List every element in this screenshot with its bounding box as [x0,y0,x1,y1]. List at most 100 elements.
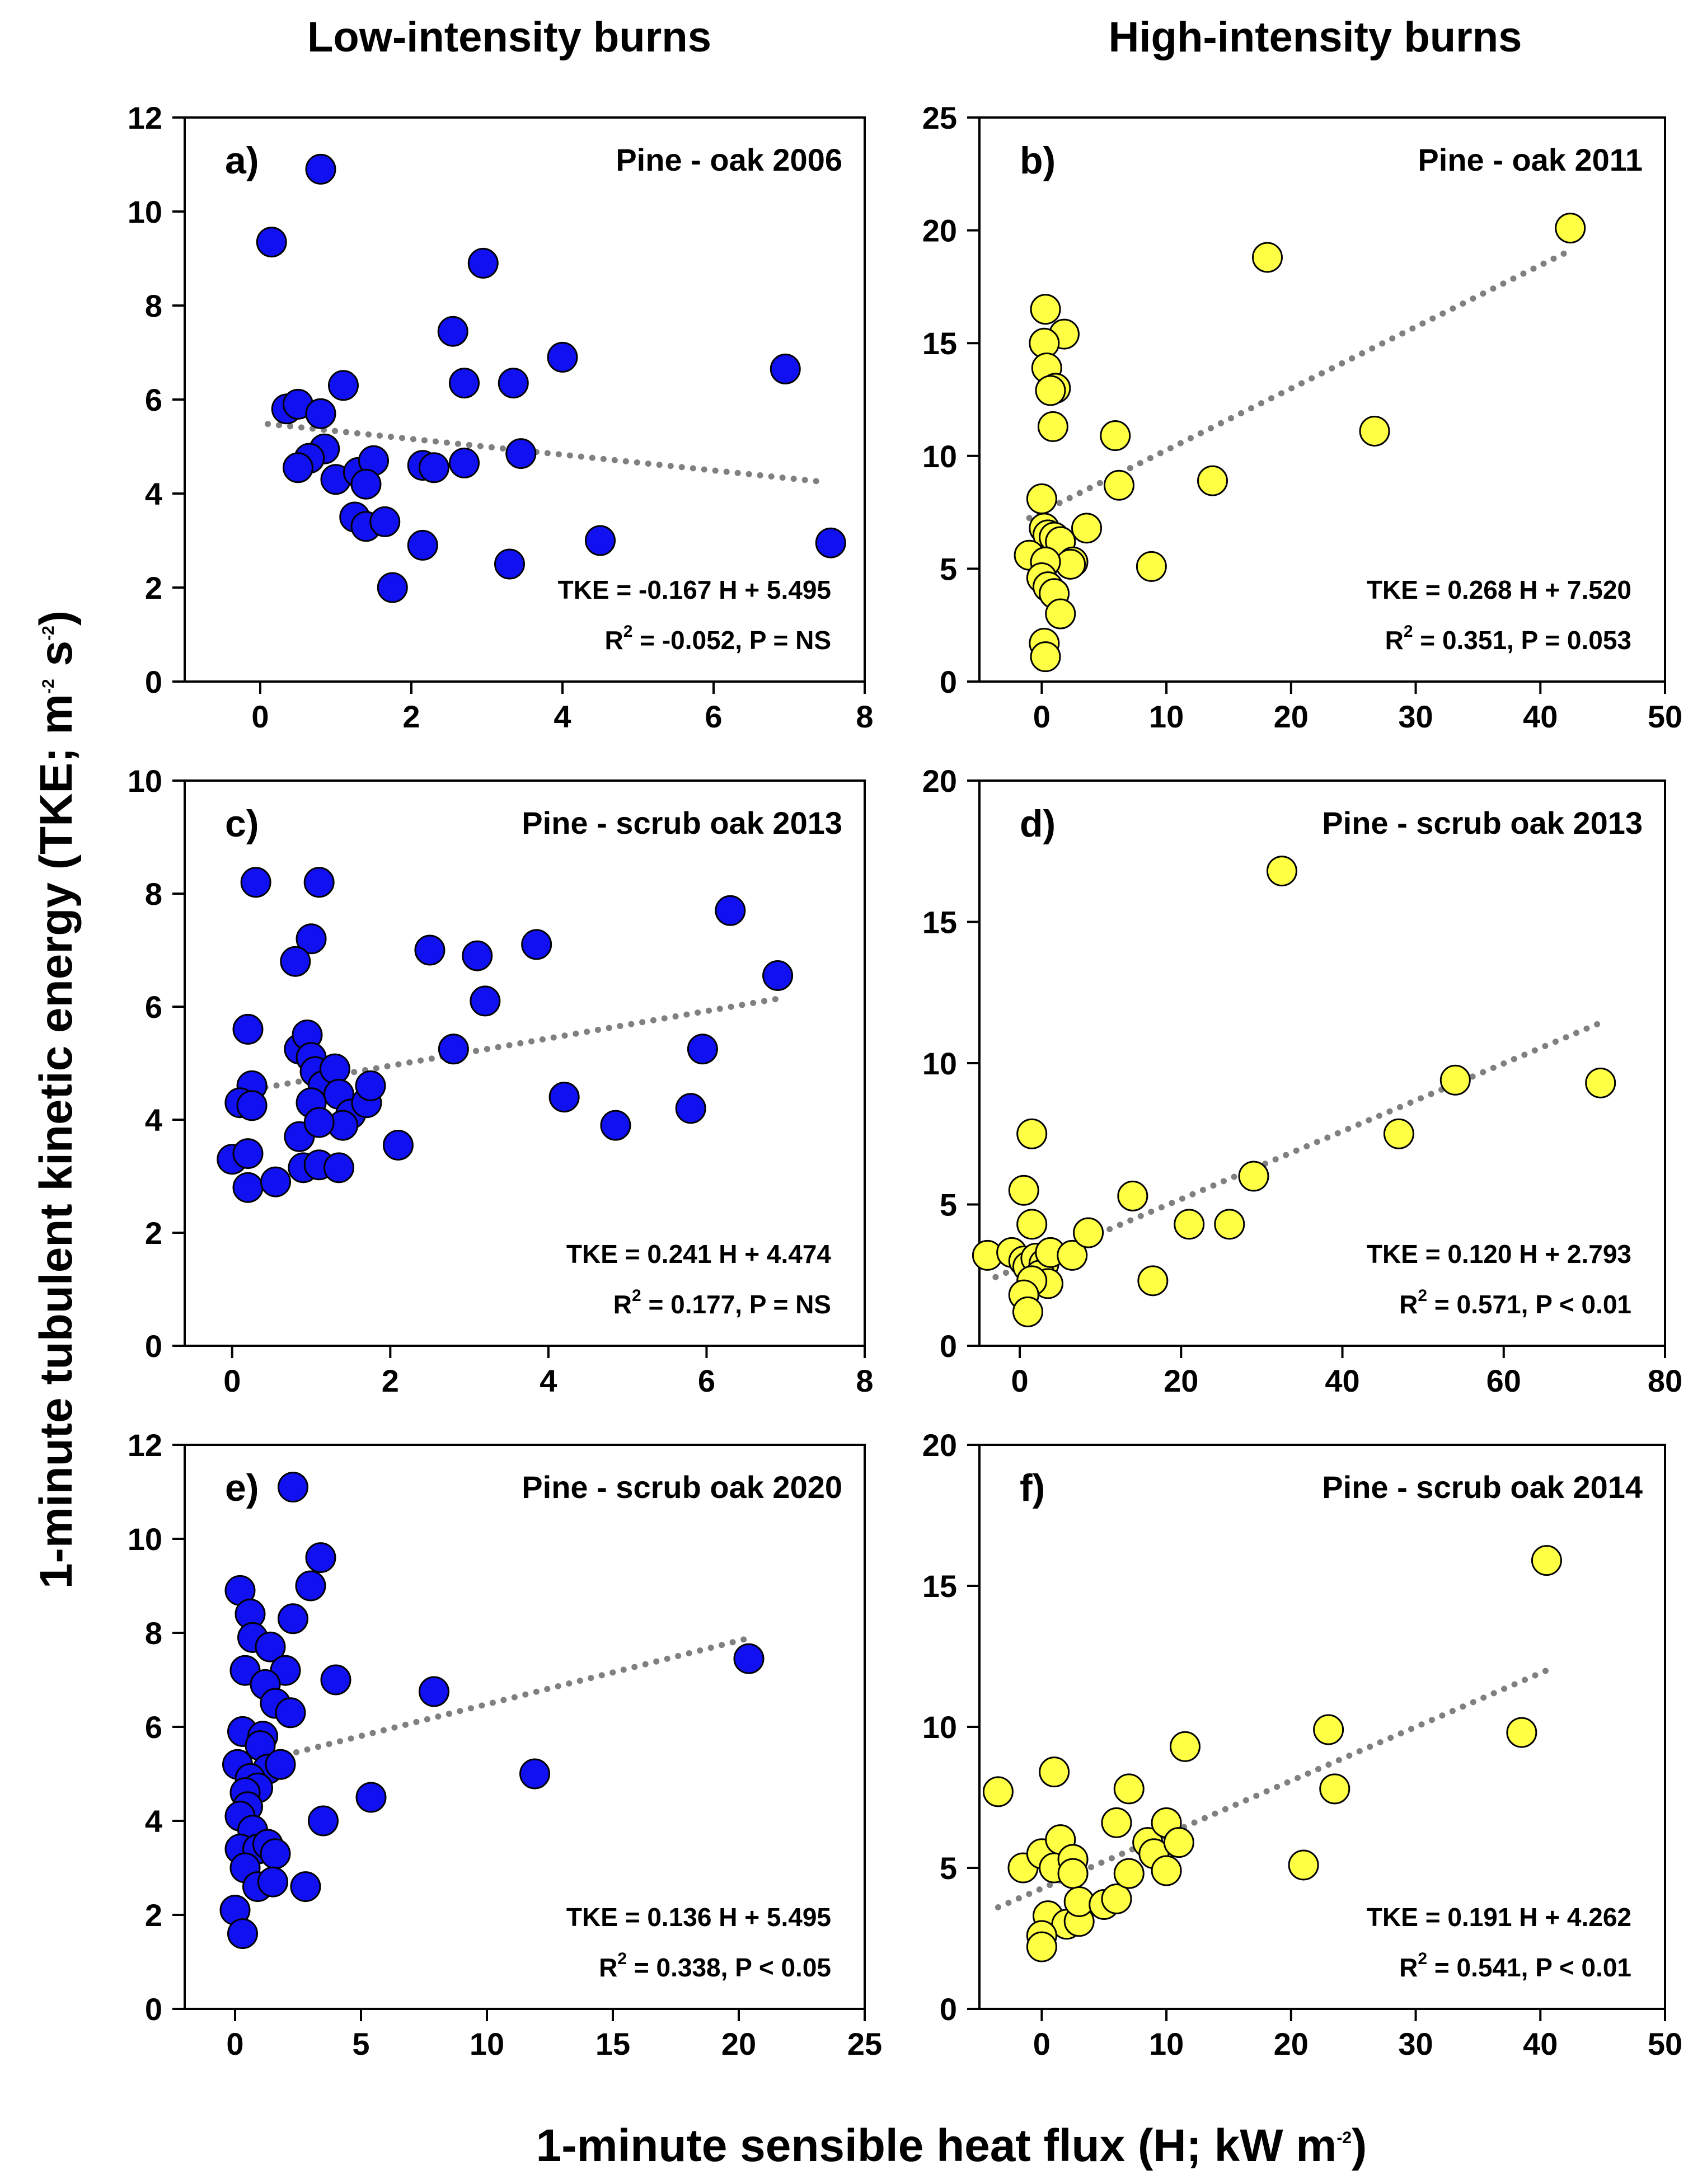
data-point [328,370,359,401]
data-point [521,929,552,960]
y-tick-label: 10 [922,439,957,474]
data-point [323,1152,354,1183]
panel-e: 0 2 4 6 8 10 12 0 5 10 15 20 25 e) Pine - scrub oak 20… [128,1427,882,2061]
panel-title: Pine - scrub oak 2020 [522,1469,842,1505]
y-tick-label: 20 [922,213,957,248]
x-tick-label: 8 [856,1363,873,1398]
data-point [548,1082,580,1113]
panel-letter: b) [1020,139,1056,182]
data-point [1170,1731,1200,1762]
x-axis-title: 1-minute sensible heat flux (H; kW m-2) [536,2120,1367,2171]
y-tick-label: 15 [922,326,957,361]
y-tick-label: 5 [940,1850,957,1886]
y-tick-label: 6 [145,989,162,1025]
panel-letter: a) [225,139,259,182]
data-point [260,1166,291,1197]
data-point [470,985,501,1017]
y-tick-label: 0 [940,1992,957,2027]
r-squared-label: R2 = -0.052, P = NS [604,622,831,655]
panel-title: Pine - scrub oak 2013 [522,805,842,840]
y-tick-label: 4 [145,476,162,511]
data-point [257,1866,288,1898]
data-point [519,1758,550,1790]
r-stats: = -0.052, P = NS [632,626,831,655]
data-point [770,353,801,384]
data-point [1197,465,1228,496]
x-tick-label: 0 [1033,699,1051,734]
x-tick-label: 0 [1011,1363,1028,1398]
plot-frame [978,116,1666,683]
data-point [1238,1161,1269,1192]
y-tick-label: 0 [145,1328,162,1364]
x-tick-label: 10 [1149,2026,1184,2061]
x-tick-label: 10 [470,2026,504,2061]
x-tick-label: 20 [1164,1363,1198,1398]
x-tick-label: 6 [698,1363,715,1398]
x-tick-label: 0 [223,1363,241,1398]
regression-equation: TKE = 0.120 H + 2.793 [1367,1239,1631,1269]
panel-b: 0 5 10 15 20 25 0 10 20 30 40 50 b) Pine - oak 2011 TK… [922,100,1682,734]
data-point [1163,1827,1194,1858]
y-tick-label: 10 [922,1709,957,1745]
data-point [1030,641,1061,673]
panel-title: Pine - oak 2011 [1418,142,1643,177]
data-point [1113,1858,1145,1889]
regression-equation: TKE = -0.167 H + 5.495 [558,575,831,604]
y-tick-label: 4 [145,1803,162,1839]
data-point [1012,1296,1043,1327]
x-tick-label: 30 [1398,2026,1433,2061]
trend-line [992,1020,1604,1280]
data-point [377,572,408,603]
data-point [1117,1180,1148,1211]
x-tick-label: 40 [1325,1363,1359,1398]
data-point [982,1776,1014,1807]
panel-d: 0 5 10 15 20 0 20 40 60 80 d) Pine - scrub oak 2013… [922,763,1682,1398]
y-tick-label: 10 [128,763,162,799]
data-point [762,960,794,991]
r-superscript: 2 [1418,1286,1427,1305]
data-point [1039,1756,1070,1788]
data-point [1103,469,1134,501]
r-squared-label: R2 = 0.177, P = NS [613,1286,831,1319]
data-point [319,1053,350,1084]
data-point [303,1107,335,1138]
data-point [305,153,336,185]
y-tick-label: 0 [145,1992,162,2027]
y-tick-label: 6 [145,382,162,417]
x-tick-label: 20 [1274,2026,1309,2061]
y-tick-label: 5 [940,551,957,586]
x-tick-label: 0 [1033,2026,1051,2061]
y-tick-label: 2 [145,1898,162,1933]
y-tick-label: 12 [128,1427,162,1463]
r-superscript: 2 [1404,622,1413,641]
plot-frame [184,779,866,1347]
r-squared-label: R2 = 0.571, P < 0.01 [1399,1286,1631,1319]
right-column-title: High-intensity burns [1109,13,1522,61]
data-point [369,506,401,537]
data-point [1585,1067,1616,1098]
data-point [320,1664,351,1695]
data-point [305,1542,336,1574]
r-label: R [613,1290,632,1319]
r-label: R [1385,626,1404,655]
data-point [437,316,468,347]
y-tick-label: 15 [922,1568,957,1604]
data-point [1266,856,1297,887]
data-point [308,1805,339,1837]
r-label: R [1399,1290,1418,1319]
data-point [1214,1209,1245,1240]
r-superscript: 2 [632,1286,641,1305]
data-point [547,341,578,373]
data-point [305,398,336,429]
data-point [1174,1209,1205,1240]
r-squared-label: R2 = 0.351, P = 0.053 [1385,622,1631,655]
data-point [260,1838,291,1870]
data-point [414,934,445,966]
y-tick-label: 2 [145,570,162,605]
data-point [295,1570,326,1601]
data-point [290,1871,321,1903]
data-point [303,867,335,898]
x-tick-label: 50 [1648,2026,1682,2061]
data-point [1057,1858,1089,1889]
trend-line [282,1634,754,1758]
